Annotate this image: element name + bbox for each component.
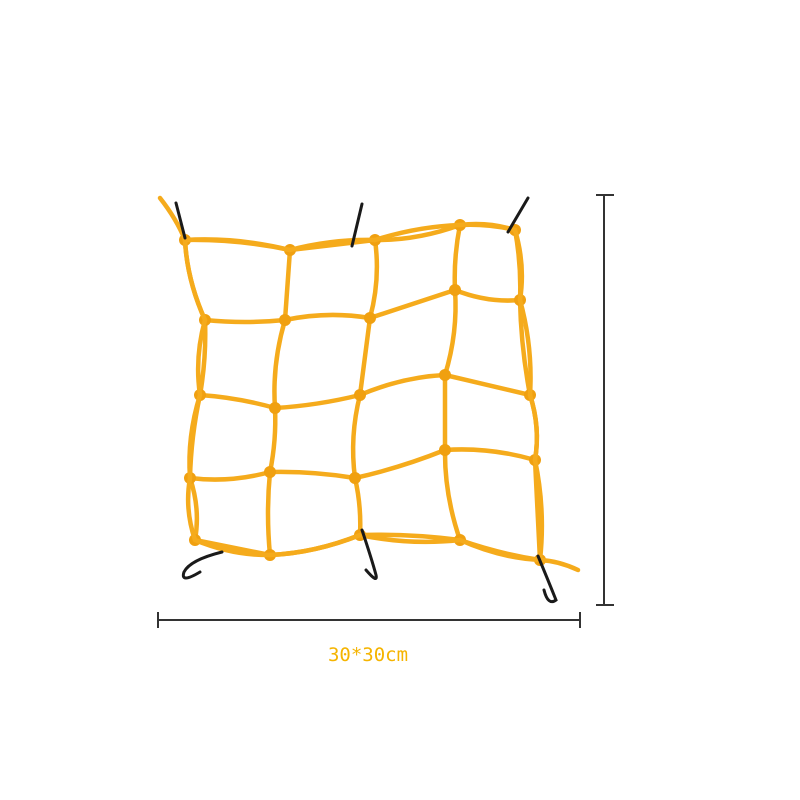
net-knot — [264, 466, 276, 478]
net-cord — [517, 297, 533, 398]
net-cord — [352, 447, 448, 481]
net-cord — [357, 315, 373, 398]
net-cord — [267, 532, 363, 558]
net-cord — [452, 222, 463, 293]
net-cord — [272, 392, 363, 411]
net-cord — [272, 317, 288, 411]
net-cord — [352, 475, 363, 538]
hook-icon — [181, 550, 224, 580]
dimension-line-vertical — [596, 194, 614, 606]
net-cord — [350, 392, 363, 481]
net-knot — [439, 444, 451, 456]
net-cord — [442, 372, 533, 398]
net-cord — [372, 222, 463, 243]
net-knot — [349, 472, 361, 484]
net-knot — [439, 369, 451, 381]
net-cord — [197, 392, 278, 411]
net-cord — [192, 537, 273, 558]
net-cord — [367, 287, 458, 321]
net-cord — [532, 457, 545, 563]
hook-icon — [360, 528, 378, 581]
net-cord — [182, 237, 293, 253]
net-cord — [367, 237, 380, 321]
net-cord — [512, 227, 525, 303]
net-cord — [372, 222, 463, 243]
net-cord — [357, 532, 463, 545]
dimension-label: 30*30cm — [327, 644, 409, 666]
net-cord — [282, 312, 373, 323]
net-cord — [527, 392, 540, 463]
net-cord — [185, 475, 198, 543]
net-cord — [287, 237, 378, 253]
net-knot — [364, 312, 376, 324]
net-cord — [267, 405, 278, 475]
net-cord — [442, 447, 463, 543]
net-knot — [269, 402, 281, 414]
net-cord — [265, 469, 273, 558]
net-cord — [357, 372, 448, 398]
net-cord — [202, 317, 288, 325]
net-cord — [452, 287, 523, 303]
net-knot — [279, 314, 291, 326]
net-knot — [449, 284, 461, 296]
net-cord — [267, 469, 358, 481]
net-cord — [442, 447, 538, 463]
hook-icon — [174, 201, 187, 240]
hooks — [174, 196, 558, 604]
net-cord-end — [537, 557, 581, 573]
hook-icon — [506, 196, 530, 234]
net-cord — [182, 237, 208, 323]
net-cord — [282, 247, 293, 323]
hook-icon — [350, 202, 364, 248]
net-knot — [354, 389, 366, 401]
net-cord — [457, 537, 543, 563]
net-cord — [195, 317, 208, 398]
net-cord — [187, 392, 203, 481]
dimension-line-horizontal — [157, 612, 581, 628]
hook-icon — [536, 554, 558, 604]
cargo-net — [157, 195, 581, 573]
net-cord — [442, 287, 458, 378]
net-cord — [187, 469, 273, 482]
